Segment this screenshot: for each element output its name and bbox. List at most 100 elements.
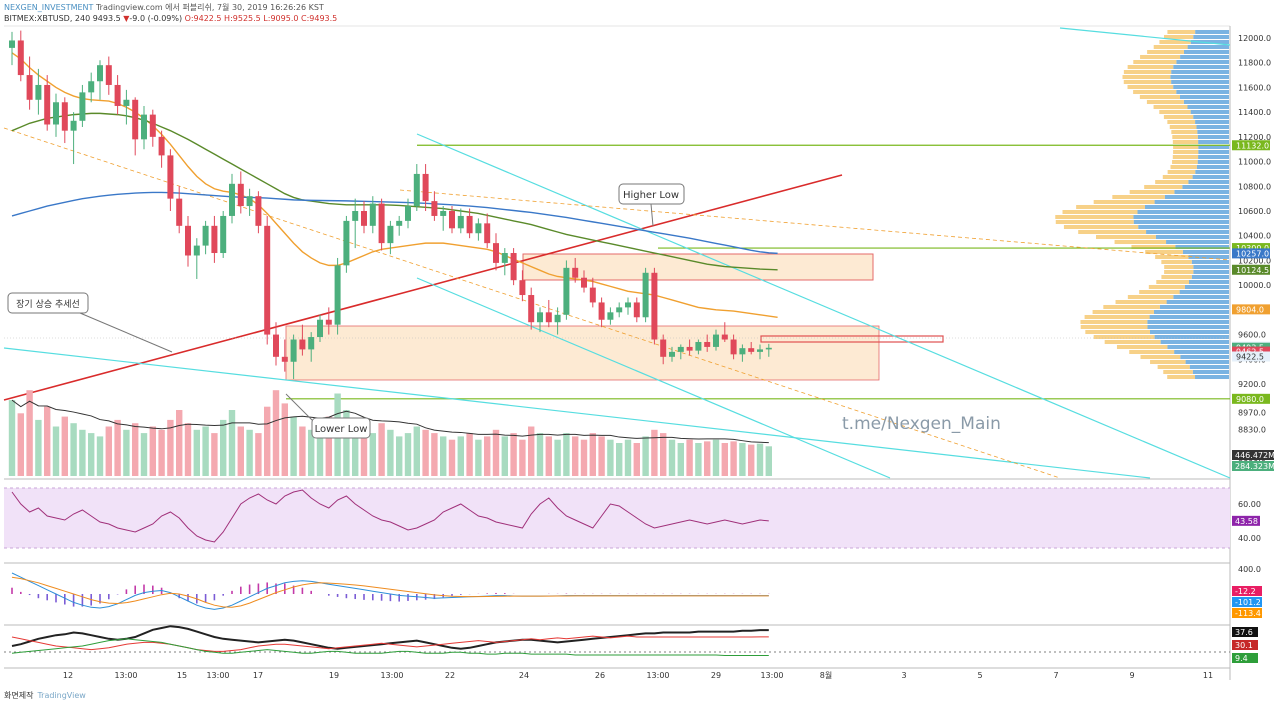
macd-line	[11, 572, 769, 610]
candle-body	[44, 84, 51, 125]
volume-bar	[607, 439, 614, 476]
tradingview-logo[interactable]: TradingView	[37, 691, 86, 700]
current-zone-box	[760, 335, 944, 343]
price-marker	[1232, 248, 1270, 259]
profile-bar-blue	[1182, 185, 1229, 189]
time-tick-label: 13:00	[206, 671, 229, 680]
candle-body	[545, 312, 552, 323]
time-tick-label: 3	[901, 671, 906, 680]
profile-bar-yellow	[1127, 85, 1174, 89]
profile-bar-yellow	[1173, 145, 1199, 149]
profile-bar-blue	[1196, 125, 1229, 129]
profile-bar-blue	[1198, 150, 1229, 154]
candle-body	[642, 272, 649, 318]
candle-body	[449, 211, 455, 229]
candle-body	[765, 347, 772, 350]
profile-bar-blue	[1176, 60, 1229, 64]
candle-body	[308, 337, 315, 350]
volume-bar	[563, 433, 570, 476]
volume-bar	[167, 419, 174, 476]
candle	[625, 297, 631, 315]
candle-body	[9, 40, 15, 48]
profile-bar-blue	[1154, 200, 1229, 204]
volume-bar	[88, 433, 95, 476]
higher-low-callout[interactable]: Higher Low	[618, 183, 685, 227]
candle	[581, 270, 587, 293]
candle	[369, 196, 376, 234]
candle	[70, 112, 77, 165]
time-tick-label: 8월	[820, 670, 832, 680]
profile-bar-blue	[1166, 240, 1229, 244]
volume-bar	[123, 429, 130, 476]
volume-bar	[360, 429, 368, 476]
candle	[598, 297, 605, 328]
lower-low-callout[interactable]: Lower Low	[285, 393, 371, 439]
candle-body	[211, 225, 218, 254]
candle-body	[290, 339, 297, 362]
volume-bar	[184, 423, 192, 476]
candle-body	[572, 267, 579, 278]
volume-bar	[158, 429, 165, 476]
symbol-label[interactable]: BITMEX:XBTUSD, 240	[4, 14, 91, 23]
candle	[484, 213, 491, 249]
price-tick-label: 9200.0	[1238, 380, 1266, 389]
candle	[176, 186, 183, 234]
profile-bar-yellow	[1167, 30, 1196, 34]
macd-marker-label: -12.2	[1235, 587, 1256, 596]
profile-bar-yellow	[1123, 80, 1172, 84]
candle	[695, 339, 702, 355]
profile-bar-yellow	[1155, 180, 1189, 184]
volume-bar	[70, 423, 77, 476]
price-tick-label: 12000.0	[1238, 34, 1271, 43]
trend-label-callout[interactable]: 장기 상승 추세선	[7, 292, 173, 353]
profile-bar-blue	[1171, 70, 1229, 74]
candle-body	[625, 302, 631, 308]
candle	[677, 344, 684, 360]
candle-body	[396, 220, 403, 226]
long-term-trendline	[3, 174, 843, 401]
down-arrow-icon: ▼	[123, 14, 130, 23]
profile-bar-yellow	[1085, 330, 1150, 334]
candle	[185, 215, 191, 267]
candle-body	[704, 341, 711, 347]
candle-body	[361, 211, 367, 226]
volume-bar	[228, 410, 236, 476]
volume-bar	[501, 436, 508, 476]
profile-bar-yellow	[1159, 40, 1191, 44]
dmi-marker-label: 9.4	[1235, 654, 1248, 663]
profile-bar-yellow	[1127, 295, 1174, 299]
volume-bar	[756, 443, 764, 476]
profile-bar-yellow	[1167, 170, 1196, 174]
candle-body	[607, 312, 614, 320]
time-axis[interactable]: 12 13:00 15 13:00 17 19 13:00 22 24 26 13:00 29 13:0…	[63, 670, 1213, 680]
profile-bar-yellow	[1155, 255, 1189, 259]
candle-body	[378, 203, 385, 244]
symbol-info-line: BITMEX:XBTUSD, 240 9493.5 ▼-9.0 (-0.09%)…	[4, 14, 337, 24]
time-tick-label: 12	[63, 671, 73, 680]
top-channel-line	[1059, 27, 1231, 46]
volume-bar	[554, 439, 561, 476]
author-name[interactable]: NEXGEN_INVESTMENT	[4, 3, 94, 12]
profile-bar-blue	[1196, 165, 1229, 169]
candle	[607, 307, 614, 325]
time-tick-label: 5	[977, 671, 982, 680]
candle-body	[176, 198, 183, 226]
candle-body	[141, 114, 147, 140]
candle	[325, 307, 332, 335]
volume-bar	[17, 413, 24, 476]
volume-bar	[290, 416, 297, 476]
profile-bar-blue	[1155, 235, 1229, 239]
profile-bar-blue	[1197, 160, 1229, 164]
price-tick-label: 10000.0	[1238, 281, 1271, 290]
signal-line	[11, 576, 769, 608]
volume-bar	[193, 429, 200, 476]
price-marker-label: 9080.0	[1236, 395, 1264, 404]
price-axis[interactable]: 12000.0 11800.0 11600.0 11400.0 11200.0 11000…	[1232, 34, 1275, 471]
candle-body	[466, 215, 473, 234]
candle-body	[281, 356, 288, 362]
profile-bar-yellow	[1139, 290, 1180, 294]
price-tick-label: 8970.0	[1238, 408, 1266, 417]
profile-bar-yellow	[1167, 375, 1196, 379]
profile-bar-yellow	[1161, 275, 1192, 279]
